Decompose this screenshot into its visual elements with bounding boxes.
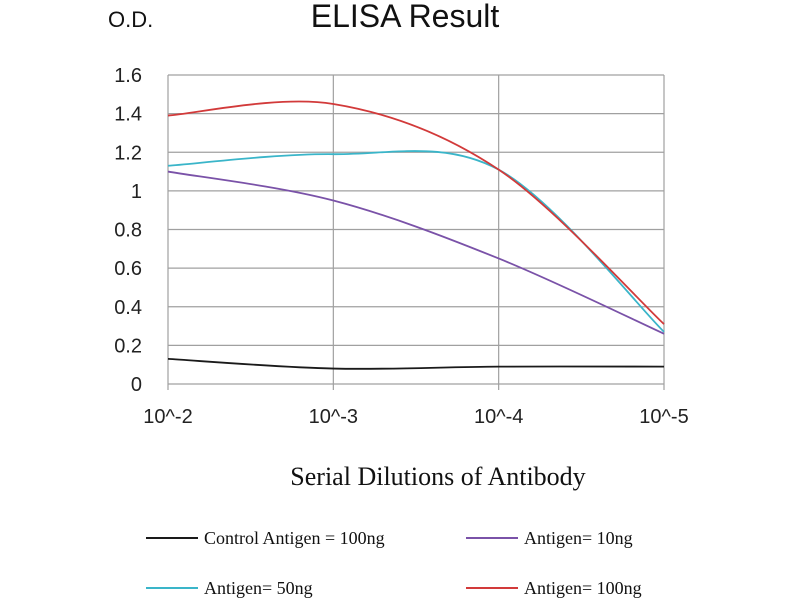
y-tick-label: 0.4 bbox=[114, 297, 142, 319]
y-tick-label: 1.4 bbox=[114, 104, 142, 126]
y-tick-labels: 0 0.2 0.4 0.6 0.8 1 1.2 1.4 1.6 bbox=[114, 65, 142, 396]
y-tick-label: 0.2 bbox=[114, 335, 142, 357]
x-tick-label: 10^-4 bbox=[474, 406, 523, 428]
legend-label-control-100ng: Control Antigen = 100ng bbox=[204, 528, 385, 548]
series-line-antigen-100ng bbox=[167, 100, 665, 325]
y-tick-label: 1.6 bbox=[114, 65, 142, 87]
x-tick-label: 10^-2 bbox=[143, 406, 192, 428]
legend: Control Antigen = 100ng Antigen= 10ng Anti… bbox=[146, 528, 642, 598]
chart-title: ELISA Result bbox=[311, 0, 500, 34]
y-tick-label: 1 bbox=[131, 181, 142, 203]
x-axis-label: Serial Dilutions of Antibody bbox=[290, 462, 585, 491]
series-line-antigen-50ng bbox=[167, 150, 665, 333]
legend-label-antigen-50ng: Antigen= 50ng bbox=[204, 578, 313, 598]
y-tick-label: 0.6 bbox=[114, 258, 142, 280]
series-line-control-100ng bbox=[167, 357, 665, 370]
x-tick-label: 10^-3 bbox=[309, 406, 358, 428]
series-line-antigen-10ng bbox=[167, 170, 665, 335]
x-tick-labels: 10^-2 10^-3 10^-4 10^-5 bbox=[143, 406, 688, 428]
grid-lines bbox=[167, 74, 665, 390]
legend-label-antigen-100ng: Antigen= 100ng bbox=[524, 578, 642, 598]
y-tick-label: 0.8 bbox=[114, 220, 142, 242]
y-tick-label: 1.2 bbox=[114, 142, 142, 164]
legend-label-antigen-10ng: Antigen= 10ng bbox=[524, 528, 633, 548]
x-tick-label: 10^-5 bbox=[639, 406, 688, 428]
series-lines bbox=[167, 100, 665, 370]
y-tick-label: 0 bbox=[131, 374, 142, 396]
y-axis-label: O.D. bbox=[108, 7, 153, 32]
